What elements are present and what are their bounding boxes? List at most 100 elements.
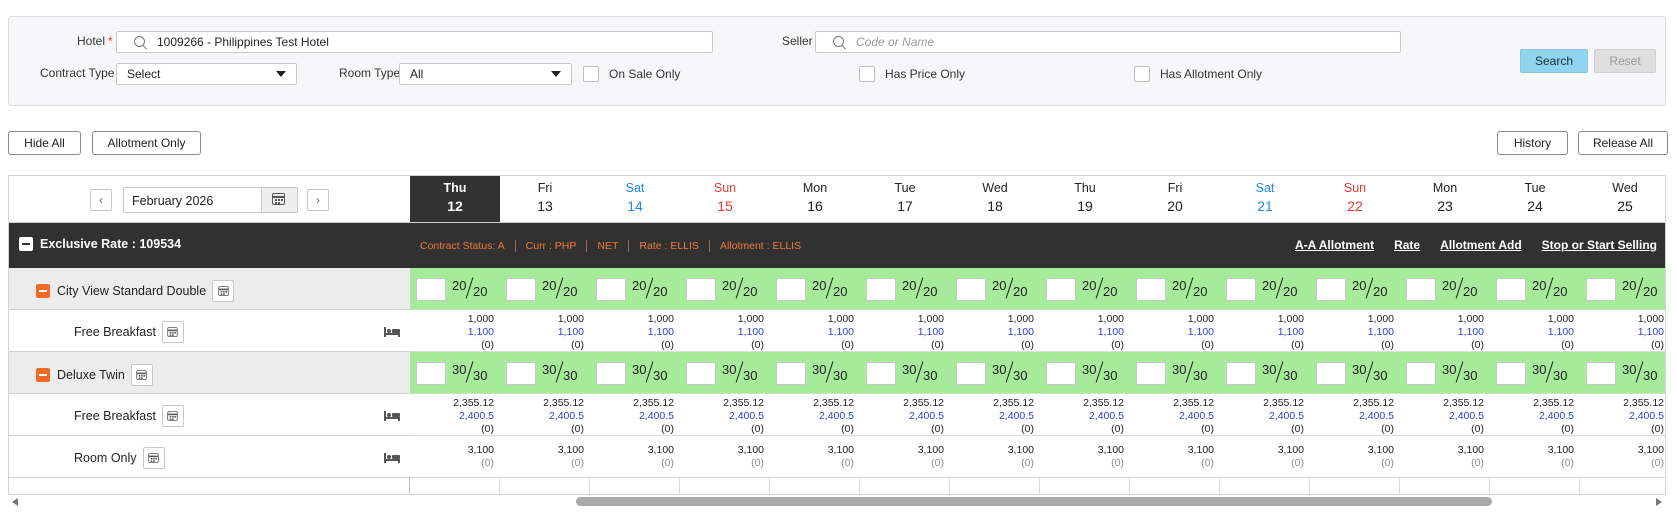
horizontal-scrollbar[interactable] [8, 495, 1666, 509]
price-cell[interactable]: 1,000 1,100 (0) [1580, 310, 1665, 352]
price-cell[interactable]: 3,100 (0) [770, 436, 860, 478]
allotment-input[interactable] [686, 278, 716, 301]
price-cell[interactable]: 2,355.12 2,400.5 (0) [860, 394, 950, 436]
allotment-input[interactable] [1136, 362, 1166, 385]
month-picker[interactable]: February 2026 [123, 187, 298, 213]
price-cell[interactable]: 1,000 1,100 (0) [1130, 310, 1220, 352]
rate-calendar-button[interactable] [142, 447, 165, 469]
next-month-button[interactable]: › [307, 189, 329, 211]
collapse-icon[interactable] [36, 368, 50, 382]
price-cell[interactable]: 1,000 1,100 (0) [680, 310, 770, 352]
price-cell[interactable]: 2,355.12 2,400.5 (0) [950, 394, 1040, 436]
price-cell[interactable]: 2,355.12 2,400.5 (0) [590, 394, 680, 436]
price-cell[interactable]: 1,000 1,100 (0) [1490, 310, 1580, 352]
allotment-input[interactable] [596, 362, 626, 385]
contract-type-select[interactable]: Select [116, 63, 297, 85]
contract-link-a-a-allotment[interactable]: A-A Allotment [1294, 238, 1375, 252]
allotment-input[interactable] [1226, 362, 1256, 385]
day-header[interactable]: Mon 16 [770, 176, 860, 223]
allotment-input[interactable] [1046, 278, 1076, 301]
day-header[interactable]: Sat 14 [590, 176, 680, 223]
has-allotment-only-checkbox[interactable] [1134, 66, 1150, 82]
price-cell[interactable]: 3,100 (0) [860, 436, 950, 478]
contract-link-allotment-add[interactable]: Allotment Add [1440, 238, 1522, 252]
price-cell[interactable]: 3,100 (0) [1490, 436, 1580, 478]
collapse-icon[interactable] [36, 284, 50, 298]
day-header[interactable]: Wed 25 [1580, 176, 1665, 223]
seller-input-wrapper[interactable] [815, 31, 1401, 53]
allotment-input[interactable] [956, 278, 986, 301]
room-calendar-button[interactable] [130, 364, 153, 386]
price-cell[interactable]: 2,355.12 2,400.5 (0) [770, 394, 860, 436]
price-cell[interactable]: 3,100 (0) [500, 436, 590, 478]
price-cell[interactable]: 1,000 1,100 (0) [590, 310, 680, 352]
day-header[interactable]: Sun 15 [680, 176, 770, 223]
price-cell[interactable]: 2,355.12 2,400.5 (0) [410, 394, 500, 436]
allotment-input[interactable] [866, 278, 896, 301]
scroll-right-icon[interactable] [1656, 498, 1662, 506]
day-header[interactable]: Mon 23 [1400, 176, 1490, 223]
allotment-only-button[interactable]: Allotment Only [92, 131, 201, 155]
hide-all-button[interactable]: Hide All [8, 131, 81, 155]
history-button[interactable]: History [1497, 131, 1568, 155]
price-cell[interactable]: 2,355.12 2,400.5 (0) [680, 394, 770, 436]
allotment-input[interactable] [776, 362, 806, 385]
contract-link-rate[interactable]: Rate [1394, 238, 1421, 252]
on-sale-only-checkbox[interactable] [583, 66, 599, 82]
price-cell[interactable]: 3,100 (0) [1130, 436, 1220, 478]
price-cell[interactable]: 3,100 (0) [1580, 436, 1665, 478]
day-header[interactable]: Tue 17 [860, 176, 950, 223]
allotment-input[interactable] [506, 278, 536, 301]
price-cell[interactable]: 3,100 (0) [1310, 436, 1400, 478]
price-cell[interactable]: 2,355.12 2,400.5 (0) [1040, 394, 1130, 436]
allotment-input[interactable] [776, 278, 806, 301]
allotment-input[interactable] [866, 362, 896, 385]
day-header[interactable]: Thu 19 [1040, 176, 1130, 223]
hotel-input-wrapper[interactable] [116, 31, 713, 53]
scrollbar-thumb[interactable] [576, 497, 1492, 506]
price-cell[interactable]: 1,000 1,100 (0) [860, 310, 950, 352]
day-header[interactable]: Fri 13 [500, 176, 590, 223]
allotment-input[interactable] [506, 362, 536, 385]
price-cell[interactable]: 1,000 1,100 (0) [500, 310, 590, 352]
prev-month-button[interactable]: ‹ [90, 189, 112, 211]
price-cell[interactable]: 2,355.12 2,400.5 (0) [1130, 394, 1220, 436]
allotment-input[interactable] [1586, 362, 1616, 385]
allotment-input[interactable] [1046, 362, 1076, 385]
price-cell[interactable]: 2,355.12 2,400.5 (0) [1400, 394, 1490, 436]
reset-button[interactable]: Reset [1594, 49, 1656, 73]
scroll-left-icon[interactable] [12, 498, 18, 506]
search-button[interactable]: Search [1520, 49, 1588, 73]
contract-link-stop-or-start-selling[interactable]: Stop or Start Selling [1541, 238, 1657, 252]
collapse-icon[interactable] [19, 237, 33, 251]
price-cell[interactable]: 2,355.12 2,400.5 (0) [1580, 394, 1665, 436]
allotment-input[interactable] [1406, 278, 1436, 301]
allotment-input[interactable] [1496, 278, 1526, 301]
allotment-input[interactable] [1586, 278, 1616, 301]
price-cell[interactable]: 2,355.12 2,400.5 (0) [1310, 394, 1400, 436]
price-cell[interactable]: 2,355.12 2,400.5 (0) [500, 394, 590, 436]
day-header[interactable]: Fri 20 [1130, 176, 1220, 223]
price-cell[interactable]: 3,100 (0) [680, 436, 770, 478]
price-cell[interactable]: 3,100 (0) [1220, 436, 1310, 478]
price-cell[interactable]: 1,000 1,100 (0) [770, 310, 860, 352]
allotment-input[interactable] [686, 362, 716, 385]
allotment-input[interactable] [1316, 278, 1346, 301]
price-cell[interactable]: 1,000 1,100 (0) [1220, 310, 1310, 352]
allotment-input[interactable] [416, 362, 446, 385]
price-cell[interactable]: 3,100 (0) [1400, 436, 1490, 478]
price-cell[interactable]: 2,355.12 2,400.5 (0) [1490, 394, 1580, 436]
allotment-input[interactable] [1406, 362, 1436, 385]
price-cell[interactable]: 1,000 1,100 (0) [410, 310, 500, 352]
day-header[interactable]: Thu 12 [410, 176, 500, 223]
release-all-button[interactable]: Release All [1578, 131, 1668, 155]
rate-calendar-button[interactable] [161, 405, 184, 427]
day-header[interactable]: Sat 21 [1220, 176, 1310, 223]
price-cell[interactable]: 2,355.12 2,400.5 (0) [1220, 394, 1310, 436]
allotment-input[interactable] [1226, 278, 1256, 301]
allotment-input[interactable] [596, 278, 626, 301]
allotment-input[interactable] [1496, 362, 1526, 385]
day-header[interactable]: Sun 22 [1310, 176, 1400, 223]
price-cell[interactable]: 3,100 (0) [950, 436, 1040, 478]
price-cell[interactable]: 3,100 (0) [590, 436, 680, 478]
